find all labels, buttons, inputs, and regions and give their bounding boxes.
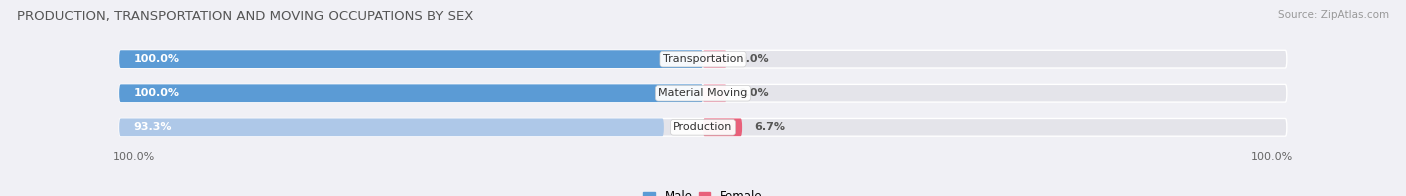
Text: 100.0%: 100.0% xyxy=(134,88,180,98)
Text: PRODUCTION, TRANSPORTATION AND MOVING OCCUPATIONS BY SEX: PRODUCTION, TRANSPORTATION AND MOVING OC… xyxy=(17,10,474,23)
Text: 6.7%: 6.7% xyxy=(754,122,785,132)
FancyBboxPatch shape xyxy=(120,84,703,102)
Text: Material Moving: Material Moving xyxy=(658,88,748,98)
FancyBboxPatch shape xyxy=(120,118,664,136)
Text: Source: ZipAtlas.com: Source: ZipAtlas.com xyxy=(1278,10,1389,20)
Text: Transportation: Transportation xyxy=(662,54,744,64)
FancyBboxPatch shape xyxy=(120,118,1286,136)
Legend: Male, Female: Male, Female xyxy=(638,186,768,196)
Text: 100.0%: 100.0% xyxy=(1250,152,1292,162)
Text: 93.3%: 93.3% xyxy=(134,122,173,132)
FancyBboxPatch shape xyxy=(120,50,703,68)
Text: 0.0%: 0.0% xyxy=(738,88,769,98)
Text: 0.0%: 0.0% xyxy=(738,54,769,64)
FancyBboxPatch shape xyxy=(120,50,1286,68)
Text: 100.0%: 100.0% xyxy=(134,54,180,64)
FancyBboxPatch shape xyxy=(703,118,742,136)
FancyBboxPatch shape xyxy=(703,50,727,68)
Text: 100.0%: 100.0% xyxy=(114,152,156,162)
FancyBboxPatch shape xyxy=(120,84,1286,102)
Text: Production: Production xyxy=(673,122,733,132)
FancyBboxPatch shape xyxy=(703,84,727,102)
